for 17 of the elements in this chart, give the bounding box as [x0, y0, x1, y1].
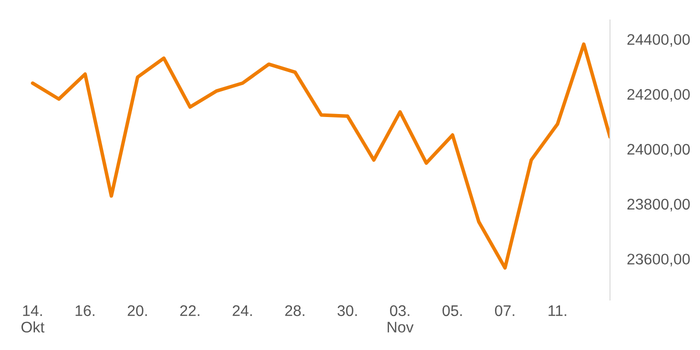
x-tick-label: 22.	[180, 305, 200, 316]
y-tick-label: 24400,00	[627, 34, 690, 47]
x-tick-label: 28.	[285, 305, 304, 316]
x-tick-label: 20.	[128, 305, 147, 316]
x-tick-label: 11.	[548, 305, 566, 316]
x-tick-label: 30.	[338, 305, 357, 316]
x-tick-label: 24.	[232, 305, 252, 316]
x-tick-label: 05.	[442, 305, 462, 316]
x-tick-label: 03. Nov	[388, 305, 414, 333]
y-tick-label: 24000,00	[627, 144, 690, 157]
y-tick-label: 24200,00	[627, 88, 690, 102]
line-series	[30, 42, 610, 270]
x-tick-label: 16.	[76, 305, 94, 316]
x-tick-label: 07.	[495, 305, 514, 316]
y-tick-label: 23800,00	[627, 198, 690, 212]
x-tick-label: 14. Okt	[21, 305, 44, 333]
y-tick-label: 23600,00	[627, 254, 690, 266]
